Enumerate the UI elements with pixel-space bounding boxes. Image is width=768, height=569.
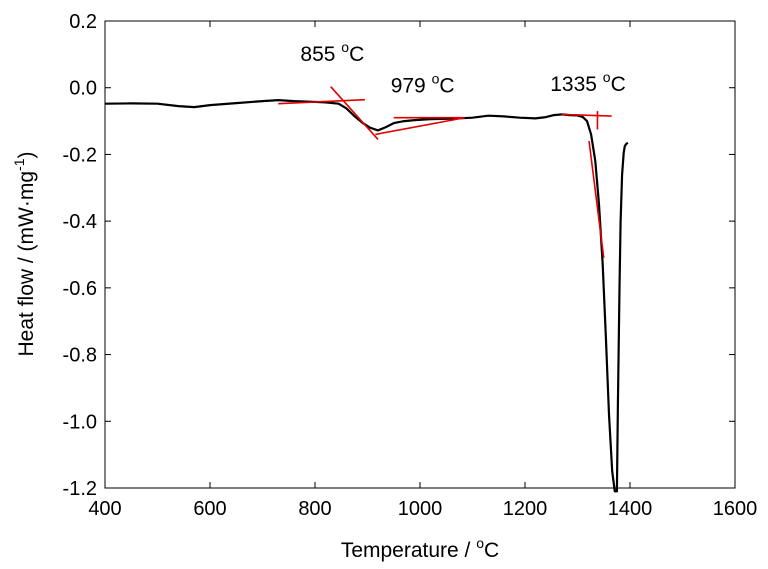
x-tick-label: 1000	[398, 498, 443, 520]
x-tick-label: 600	[193, 498, 226, 520]
y-tick-label: 0.2	[69, 11, 97, 33]
peak-annotation: 855 oC	[300, 39, 364, 66]
peak-annotations: 855 oC 979 oC 1335 oC	[300, 39, 625, 98]
y-tick-label: -1.2	[63, 478, 97, 500]
tangent-lines	[278, 86, 612, 258]
y-tick-label: 0.0	[69, 78, 97, 100]
tangent-line	[375, 116, 465, 136]
x-tick-label: 800	[298, 498, 331, 520]
y-tick-label: -0.2	[63, 144, 97, 166]
y-tick-label: -0.4	[63, 211, 97, 233]
tangent-line	[561, 113, 612, 117]
x-tick-label: 400	[88, 498, 121, 520]
peak-annotation: 979 oC	[391, 71, 455, 98]
tangent-line	[278, 98, 365, 105]
x-tick-label: 1600	[713, 498, 758, 520]
y-axis-title: Heat flow / (mW·mg-1)	[11, 152, 38, 357]
x-tick-label: 1200	[503, 498, 548, 520]
y-tick-label: -0.6	[63, 278, 97, 300]
x-tick-label: 1400	[608, 498, 653, 520]
heat-flow-curve	[104, 99, 629, 493]
y-tick-label: -1.0	[63, 411, 97, 433]
y-tick-label: -0.8	[63, 345, 97, 367]
tangent-line	[330, 86, 379, 140]
series-layer	[104, 99, 629, 493]
axis-tick-labels: 400 600 800 1000 1200 1400 1600 0.2 0.0 -0.2 -0.4 -…	[63, 11, 758, 520]
x-axis-title: Temperature / oC	[341, 535, 499, 562]
peak-annotation: 1335 oC	[550, 69, 626, 96]
tangent-line	[588, 140, 605, 258]
axis-ticks	[104, 20, 736, 489]
